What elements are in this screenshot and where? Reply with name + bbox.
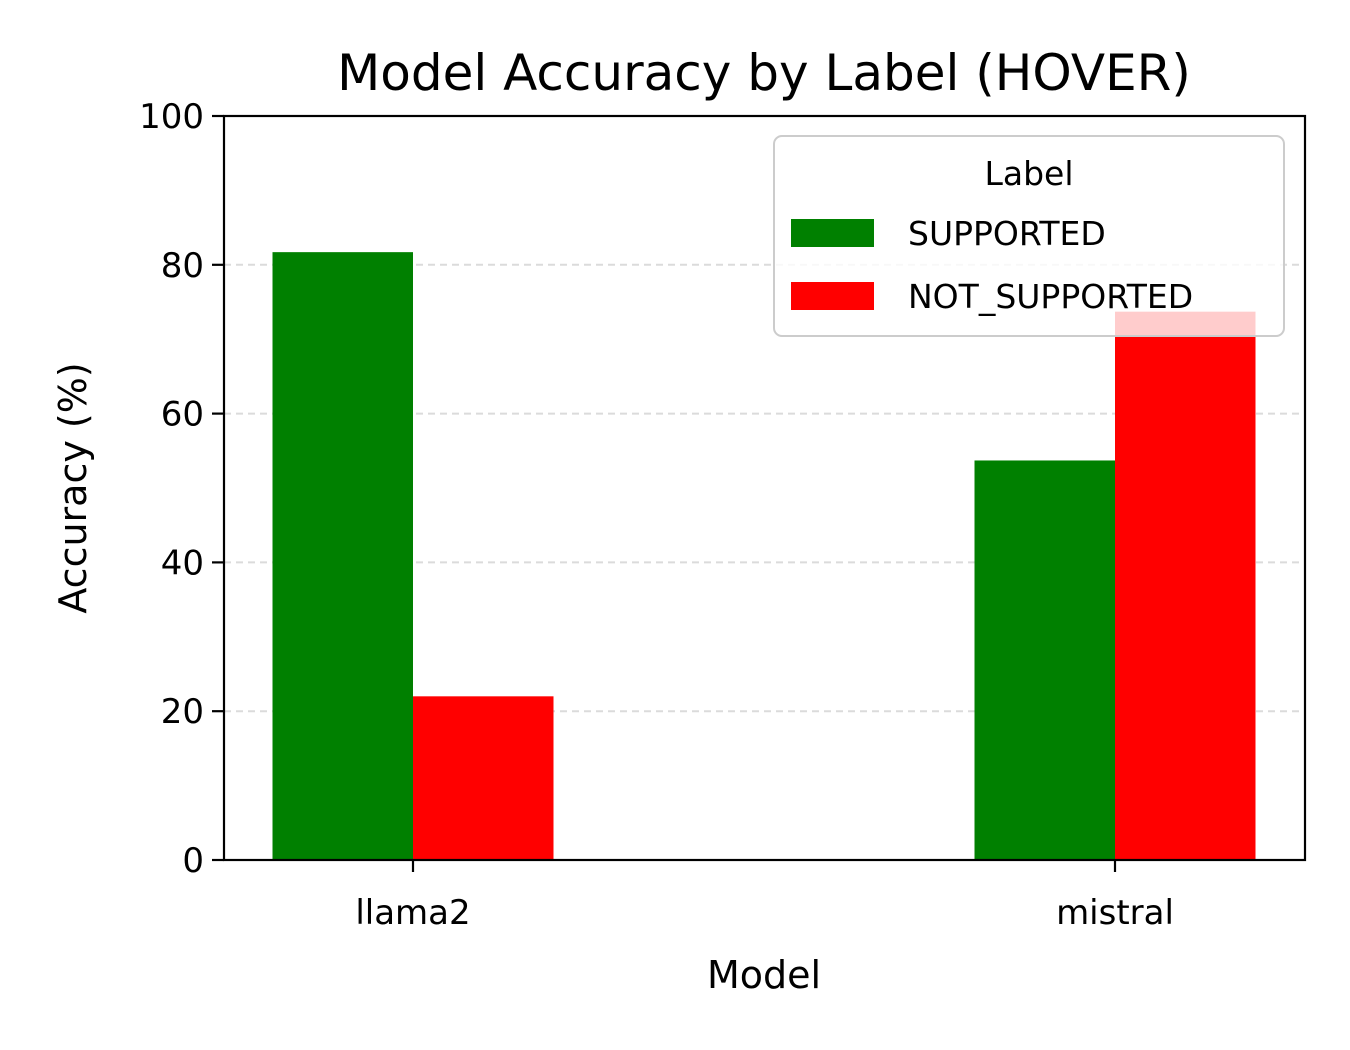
legend: Label SUPPORTED NOT_SUPPORTED [773, 135, 1285, 337]
legend-title: Label [984, 154, 1073, 193]
y-tick-label: 20 [161, 692, 204, 732]
y-tick-label: 100 [139, 97, 204, 137]
legend-label-supported: SUPPORTED [908, 214, 1106, 253]
bars [272, 252, 1256, 861]
bar-supported-mistral [974, 460, 1115, 860]
x-axis-ticks: llama2 mistral [355, 860, 1174, 933]
y-tick-label: 60 [161, 395, 204, 435]
chart-title: Model Accuracy by Label (HOVER) [337, 44, 1191, 102]
bar-not_supported-llama2 [413, 696, 554, 860]
plot-frame [222, 114, 1307, 862]
legend-swatch-supported [791, 219, 874, 247]
x-axis-label: Model [707, 953, 821, 997]
x-tick-label: llama2 [355, 893, 470, 933]
y-tick-label: 40 [161, 543, 204, 583]
legend-label-not_supported: NOT_SUPPORTED [908, 277, 1193, 316]
x-tick-label: mistral [1056, 893, 1174, 933]
legend-box [773, 135, 1285, 337]
bar-supported-llama2 [272, 252, 413, 861]
bar-not_supported-mistral [1115, 311, 1256, 860]
legend-swatch-not_supported [791, 282, 874, 310]
y-axis-ticks: 0 20 40 60 80 100 [139, 97, 224, 881]
y-axis-label: Accuracy (%) [51, 362, 95, 613]
y-tick-label: 80 [161, 246, 204, 286]
y-tick-label: 0 [182, 841, 204, 881]
